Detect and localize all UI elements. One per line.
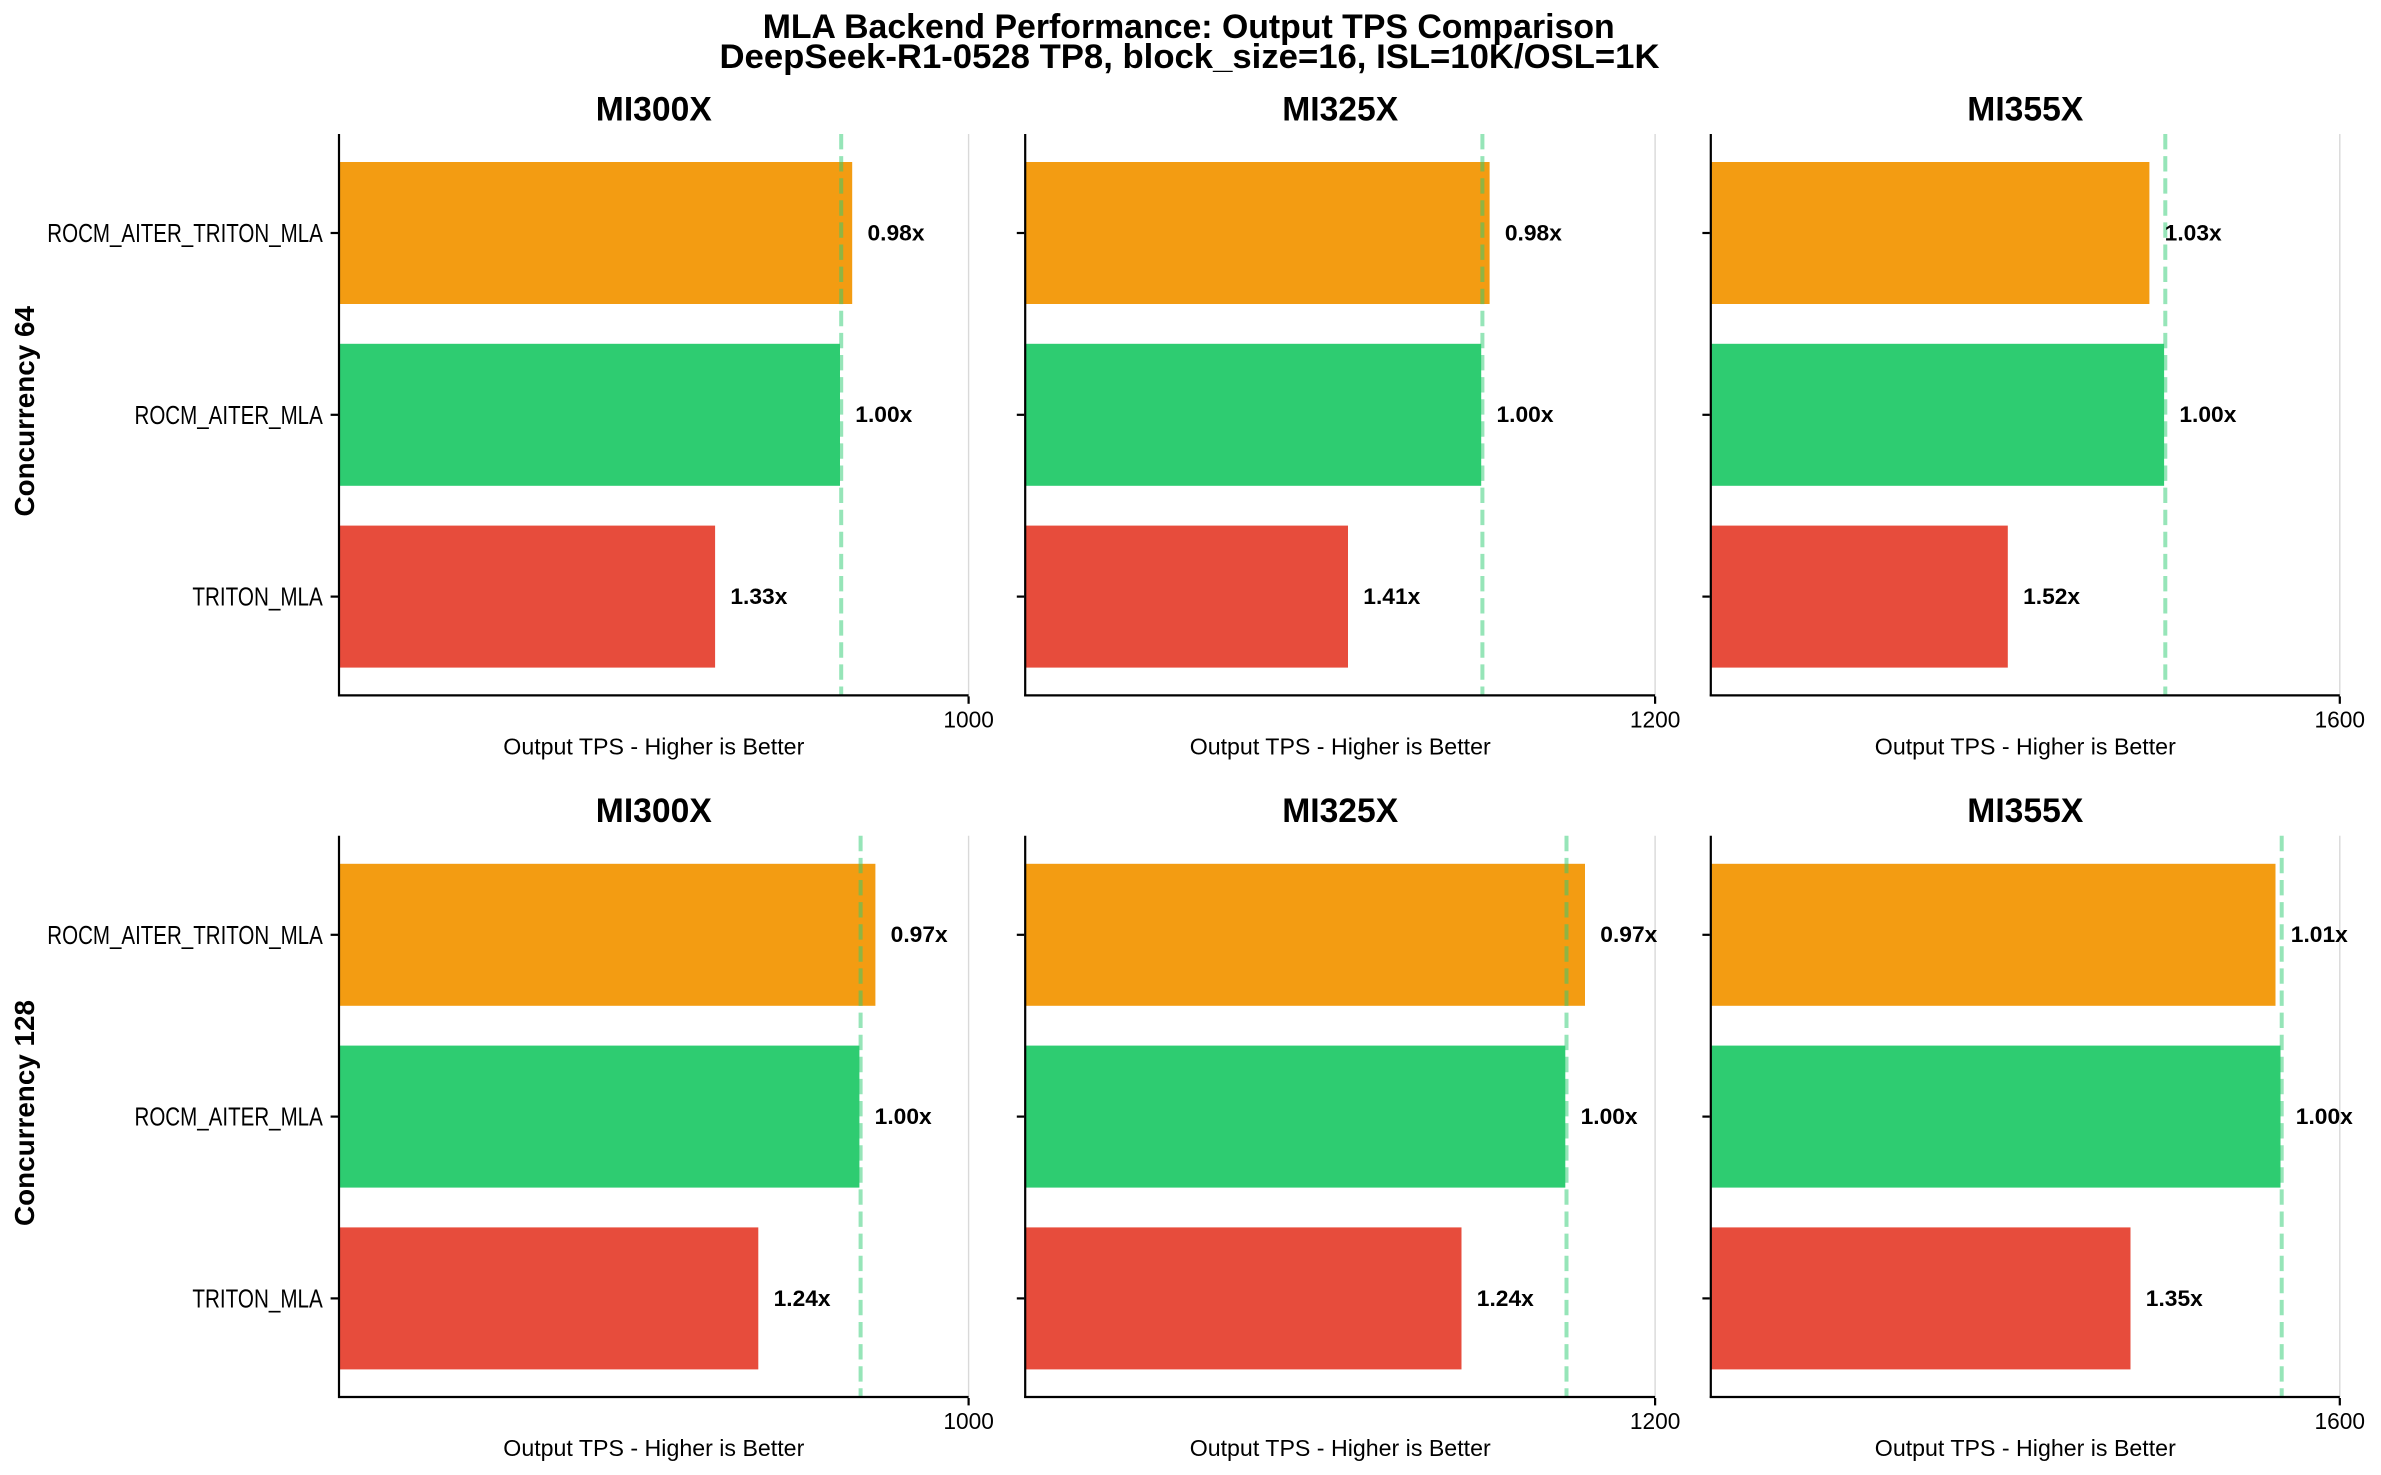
svg-text:ROCM_AITER_TRITON_MLA: ROCM_AITER_TRITON_MLA xyxy=(47,220,323,248)
svg-text:1.01x: 1.01x xyxy=(2291,922,2349,947)
svg-text:ROCM_AITER_MLA: ROCM_AITER_MLA xyxy=(135,402,323,430)
svg-text:1000: 1000 xyxy=(943,707,994,733)
svg-text:Output TPS - Higher is Better: Output TPS - Higher is Better xyxy=(1190,734,1491,760)
svg-text:1.00x: 1.00x xyxy=(2296,1104,2354,1129)
svg-text:Output TPS - Higher is Better: Output TPS - Higher is Better xyxy=(503,734,804,760)
svg-text:1000: 1000 xyxy=(943,1408,994,1434)
svg-text:1.03x: 1.03x xyxy=(2165,220,2223,245)
svg-text:MI300X: MI300X xyxy=(596,90,712,128)
svg-text:1.00x: 1.00x xyxy=(875,1104,933,1129)
svg-text:1.00x: 1.00x xyxy=(2179,402,2237,427)
svg-text:1600: 1600 xyxy=(2315,707,2366,733)
svg-text:MI355X: MI355X xyxy=(1967,792,2083,830)
svg-text:1200: 1200 xyxy=(1630,707,1681,733)
svg-text:TRITON_MLA: TRITON_MLA xyxy=(192,1285,322,1313)
svg-text:MI325X: MI325X xyxy=(1282,792,1398,830)
svg-text:1.41x: 1.41x xyxy=(1363,584,1421,609)
svg-text:Output TPS - Higher is Better: Output TPS - Higher is Better xyxy=(1190,1435,1491,1461)
svg-text:TRITON_MLA: TRITON_MLA xyxy=(192,584,322,612)
svg-text:0.98x: 0.98x xyxy=(868,220,926,245)
svg-text:1.52x: 1.52x xyxy=(2023,584,2081,609)
svg-text:1.00x: 1.00x xyxy=(1497,402,1555,427)
svg-text:1.24x: 1.24x xyxy=(1477,1286,1535,1311)
svg-text:0.97x: 0.97x xyxy=(1600,922,1658,947)
svg-text:Concurrency 64: Concurrency 64 xyxy=(9,306,40,517)
svg-text:Concurrency 128: Concurrency 128 xyxy=(9,1000,40,1226)
svg-text:0.98x: 0.98x xyxy=(1505,220,1563,245)
svg-text:MI300X: MI300X xyxy=(596,792,712,830)
svg-text:1.35x: 1.35x xyxy=(2146,1286,2204,1311)
svg-text:1.00x: 1.00x xyxy=(1581,1104,1639,1129)
svg-text:ROCM_AITER_MLA: ROCM_AITER_MLA xyxy=(135,1104,323,1132)
svg-text:1200: 1200 xyxy=(1630,1408,1681,1434)
svg-text:DeepSeek-R1-0528 TP8, block_si: DeepSeek-R1-0528 TP8, block_size=16, ISL… xyxy=(720,38,1660,76)
svg-text:MLA Backend Performance: Outpu: MLA Backend Performance: Output TPS Comp… xyxy=(763,8,1615,46)
svg-text:0.97x: 0.97x xyxy=(891,922,949,947)
svg-text:1.24x: 1.24x xyxy=(774,1286,832,1311)
svg-text:1600: 1600 xyxy=(2315,1408,2366,1434)
svg-text:Output TPS - Higher is Better: Output TPS - Higher is Better xyxy=(1875,1435,2176,1461)
svg-text:1.00x: 1.00x xyxy=(855,402,913,427)
svg-text:Output TPS - Higher is Better: Output TPS - Higher is Better xyxy=(503,1435,804,1461)
svg-text:1.33x: 1.33x xyxy=(730,584,788,609)
svg-text:ROCM_AITER_TRITON_MLA: ROCM_AITER_TRITON_MLA xyxy=(47,922,323,950)
svg-text:Output TPS - Higher is Better: Output TPS - Higher is Better xyxy=(1875,734,2176,760)
svg-text:MI355X: MI355X xyxy=(1967,90,2083,128)
svg-text:MI325X: MI325X xyxy=(1282,90,1398,128)
